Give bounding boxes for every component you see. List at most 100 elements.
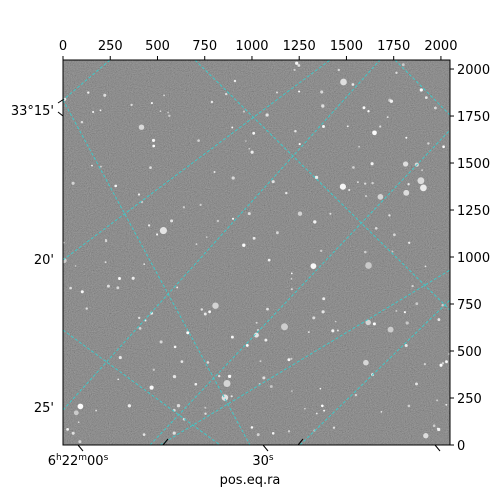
star bbox=[242, 110, 246, 113]
star bbox=[266, 307, 269, 311]
right-tick-label: 1500 bbox=[457, 157, 490, 172]
star bbox=[432, 424, 436, 427]
star bbox=[365, 262, 372, 269]
star bbox=[319, 387, 322, 390]
coordinate-grid bbox=[63, 60, 450, 445]
top-pixel-axis: 0 250 500 750 1000 1250 1500 1750 2000 bbox=[59, 39, 457, 60]
star bbox=[362, 106, 366, 110]
star bbox=[73, 410, 79, 416]
ra-tick bbox=[297, 438, 304, 446]
star bbox=[259, 360, 262, 363]
star bbox=[323, 409, 326, 412]
star bbox=[332, 426, 336, 429]
star bbox=[364, 182, 367, 185]
star bbox=[168, 114, 171, 118]
star bbox=[405, 136, 408, 139]
star bbox=[287, 430, 291, 433]
star-field bbox=[63, 61, 450, 444]
star bbox=[138, 316, 141, 320]
star bbox=[436, 427, 439, 430]
star bbox=[415, 302, 419, 306]
star bbox=[147, 224, 151, 227]
sky-image bbox=[62, 59, 451, 446]
star bbox=[379, 125, 382, 128]
star bbox=[351, 83, 355, 86]
star bbox=[149, 166, 152, 169]
star bbox=[407, 404, 411, 408]
ra-tick bbox=[262, 444, 269, 452]
star bbox=[205, 236, 208, 239]
star bbox=[180, 360, 184, 363]
star bbox=[313, 220, 317, 224]
star bbox=[395, 71, 398, 74]
top-tick-label: 1750 bbox=[377, 39, 410, 54]
top-tick-label: 1000 bbox=[235, 39, 268, 54]
star bbox=[85, 307, 88, 310]
star bbox=[213, 171, 216, 173]
star bbox=[354, 393, 358, 397]
star bbox=[271, 432, 275, 435]
star bbox=[380, 411, 383, 413]
star bbox=[199, 203, 202, 206]
star bbox=[264, 338, 268, 342]
right-tick-label: 0 bbox=[457, 439, 465, 454]
star bbox=[172, 374, 177, 379]
star bbox=[252, 131, 256, 135]
star bbox=[230, 335, 234, 339]
star bbox=[329, 212, 332, 215]
top-tick-label: 1250 bbox=[283, 39, 316, 54]
star bbox=[348, 189, 351, 191]
star bbox=[321, 310, 325, 314]
star bbox=[142, 433, 146, 436]
star bbox=[74, 265, 77, 267]
star bbox=[252, 236, 256, 240]
star bbox=[99, 165, 102, 168]
star bbox=[439, 363, 443, 367]
star bbox=[321, 104, 325, 108]
star bbox=[346, 125, 349, 128]
star bbox=[403, 311, 406, 314]
star bbox=[217, 374, 221, 378]
ra-tick-label: 6h22m00s bbox=[48, 453, 109, 469]
star bbox=[255, 321, 258, 324]
star bbox=[293, 68, 296, 71]
star bbox=[204, 406, 207, 409]
star bbox=[295, 61, 299, 65]
star bbox=[307, 331, 310, 334]
star bbox=[104, 239, 108, 243]
star bbox=[331, 329, 335, 333]
star bbox=[387, 326, 394, 333]
star bbox=[304, 407, 306, 410]
ra-tick bbox=[162, 438, 169, 446]
star bbox=[69, 286, 72, 290]
star bbox=[63, 97, 67, 101]
star bbox=[372, 130, 377, 136]
star bbox=[352, 166, 355, 169]
star bbox=[159, 340, 163, 344]
dec-tick bbox=[57, 111, 64, 117]
star bbox=[436, 399, 439, 402]
star bbox=[276, 231, 279, 235]
star bbox=[363, 250, 367, 254]
star bbox=[424, 265, 427, 268]
star bbox=[216, 219, 220, 223]
star bbox=[339, 183, 346, 190]
star bbox=[371, 181, 374, 185]
star bbox=[231, 176, 235, 180]
star bbox=[294, 130, 297, 133]
star bbox=[372, 322, 376, 326]
star bbox=[176, 286, 179, 289]
star bbox=[415, 382, 418, 386]
right-tick-label: 250 bbox=[457, 392, 482, 407]
grid-line bbox=[63, 60, 111, 101]
star bbox=[267, 258, 271, 262]
star bbox=[223, 380, 231, 387]
star bbox=[285, 191, 288, 195]
dec-tick-label: 33°15' bbox=[11, 104, 54, 119]
top-tick-label: 0 bbox=[59, 39, 67, 54]
grid-line bbox=[63, 60, 381, 411]
star bbox=[420, 184, 427, 192]
star bbox=[152, 368, 155, 371]
star bbox=[281, 323, 288, 331]
star bbox=[262, 376, 266, 380]
